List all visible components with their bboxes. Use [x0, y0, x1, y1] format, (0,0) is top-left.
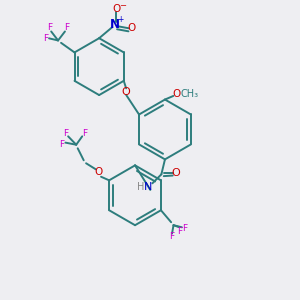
Text: H: H [137, 182, 144, 192]
Text: F: F [182, 224, 188, 233]
Text: O: O [122, 87, 130, 97]
Text: O: O [127, 23, 136, 33]
Text: CH₃: CH₃ [180, 89, 199, 99]
Text: O: O [172, 89, 181, 99]
Text: N: N [110, 18, 120, 31]
Text: F: F [169, 232, 175, 241]
Text: +: + [117, 15, 123, 24]
Text: F: F [43, 34, 48, 43]
Text: F: F [82, 129, 87, 138]
Text: F: F [47, 23, 52, 32]
Text: F: F [59, 140, 64, 148]
Text: O: O [94, 167, 102, 177]
Text: O: O [171, 168, 180, 178]
Text: F: F [63, 129, 68, 138]
Text: F: F [64, 23, 69, 32]
Text: −: − [119, 1, 126, 10]
Text: N: N [144, 182, 153, 192]
Text: F: F [178, 227, 183, 236]
Text: O: O [112, 4, 120, 14]
